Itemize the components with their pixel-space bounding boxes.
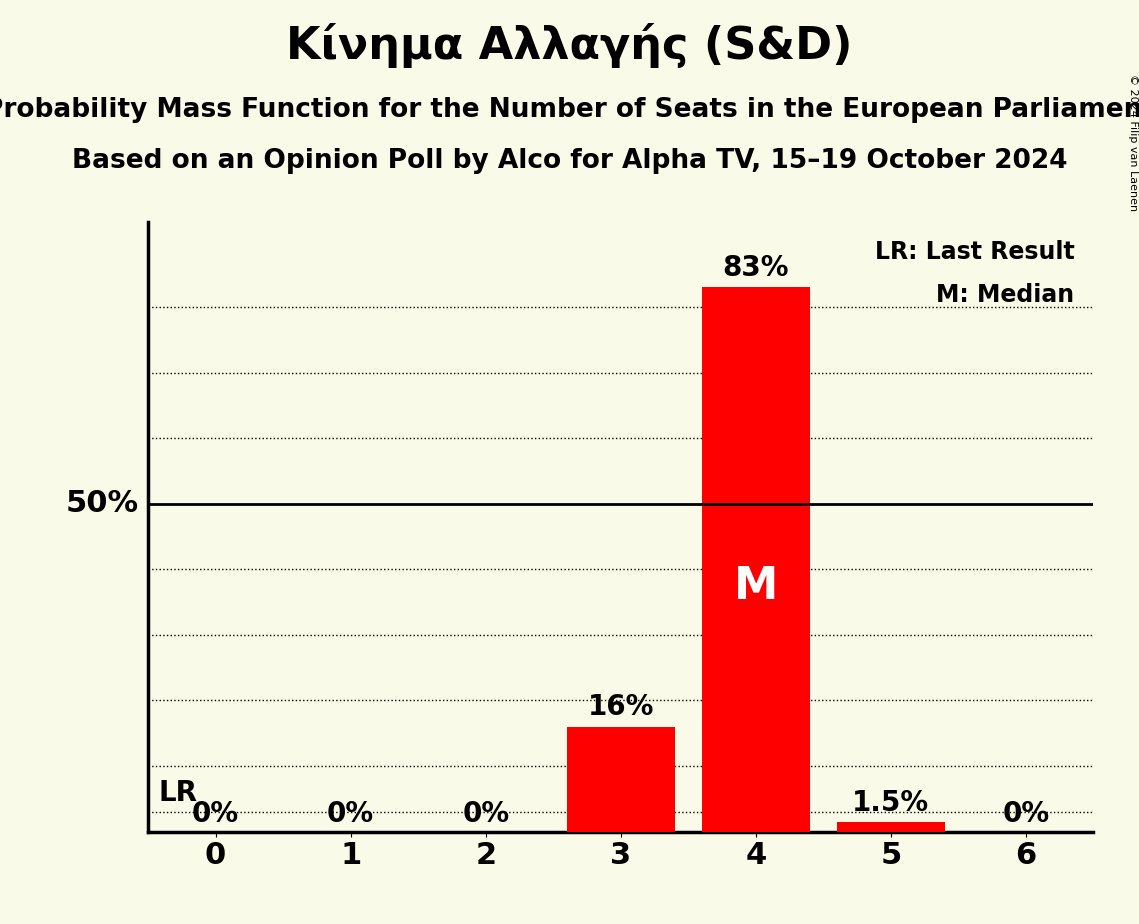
Text: Κίνημα Αλλαγής (S&D): Κίνημα Αλλαγής (S&D)	[286, 23, 853, 68]
Text: 1.5%: 1.5%	[852, 788, 929, 817]
Text: M: Median: M: Median	[936, 283, 1074, 307]
Text: 50%: 50%	[65, 489, 139, 518]
Text: 0%: 0%	[1002, 799, 1049, 828]
Text: LR: LR	[158, 779, 198, 808]
Text: Based on an Opinion Poll by Alco for Alpha TV, 15–19 October 2024: Based on an Opinion Poll by Alco for Alp…	[72, 148, 1067, 174]
Text: 16%: 16%	[588, 693, 654, 722]
Text: 0%: 0%	[192, 799, 239, 828]
Text: 0%: 0%	[327, 799, 375, 828]
Text: M: M	[734, 565, 778, 608]
Text: LR: Last Result: LR: Last Result	[875, 240, 1074, 264]
Bar	[702, 287, 810, 832]
Bar	[837, 821, 945, 832]
Bar	[567, 726, 674, 832]
Text: 83%: 83%	[722, 254, 789, 282]
Text: © 2024 Filip van Laenen: © 2024 Filip van Laenen	[1129, 74, 1138, 211]
Text: 0%: 0%	[462, 799, 509, 828]
Text: Probability Mass Function for the Number of Seats in the European Parliament: Probability Mass Function for the Number…	[0, 97, 1139, 123]
